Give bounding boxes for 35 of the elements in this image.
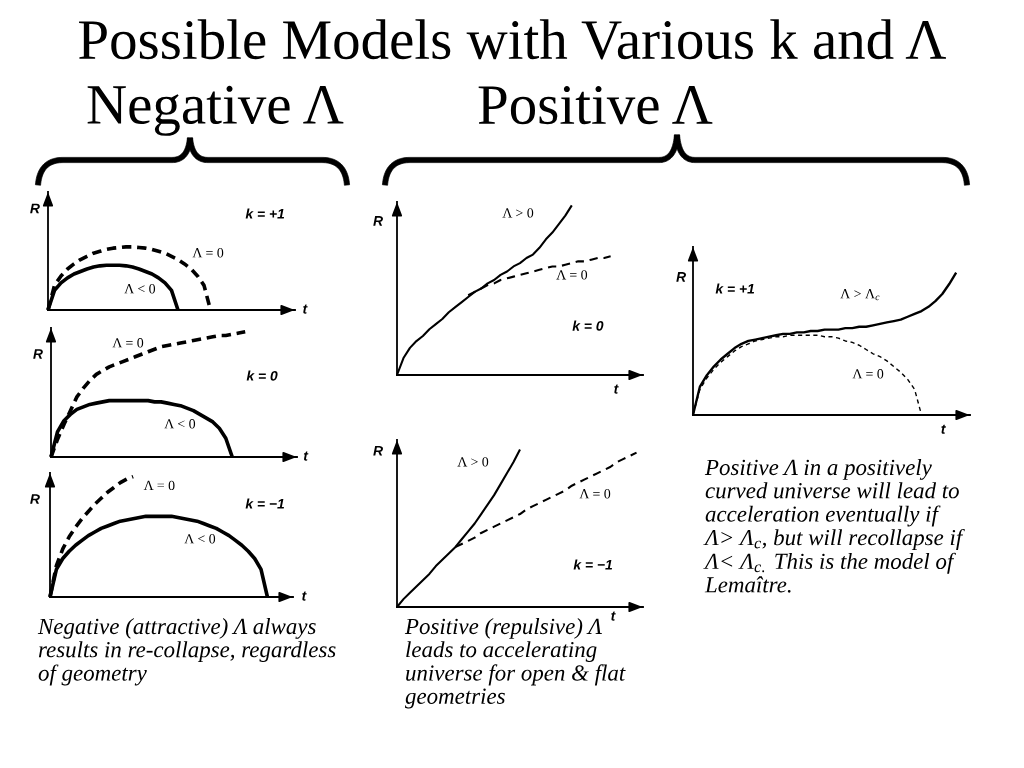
series-label: Λ > 0 [502, 208, 534, 218]
series-label: Λ > 0 [457, 457, 489, 467]
text: Negative (attractive) Λ always results in re-collapse, regardless of geometry [37, 618, 336, 686]
y-axis-title: R [30, 494, 40, 504]
series-label: Λ = 0 [556, 270, 588, 280]
series-label: Λ = 0 [192, 248, 224, 258]
text: Negative Λ [87, 85, 344, 136]
x-axis-title: t [614, 384, 619, 394]
series-label: Λ > Λ$_{c}$ [840, 289, 880, 301]
text: Positive Λ in a positively curved universe will lead to acceleration eventually if Λ> Λ$_{c}$, but will recollapse if Λ< Λ$_{c.}$ This is the model of Lemaître. [703, 459, 965, 593]
annotation: k = +1 [715, 283, 755, 294]
text: Positive Λ [478, 85, 713, 125]
x-axis-title: t [941, 424, 946, 434]
y-axis-title: R [373, 446, 383, 456]
annotation: k = −1 [245, 498, 284, 509]
x-axis-title: t [611, 611, 616, 621]
series-label: Λ < 0 [124, 284, 156, 294]
annotation: k = 0 [572, 320, 604, 331]
series-label: Λ = 0 [143, 480, 175, 491]
text: k = +1 [245, 208, 285, 219]
series-label: Λ < 0 [164, 419, 196, 429]
y-axis-title: R [30, 203, 40, 214]
annotation: k = −1 [573, 559, 613, 570]
x-axis-title: t [303, 451, 309, 461]
x-axis-title: t [302, 591, 307, 601]
y-axis-title: R [33, 349, 43, 359]
y-axis-title: R [676, 272, 687, 282]
x-axis-title: t [303, 304, 308, 314]
series-label: Λ = 0 [579, 489, 611, 499]
annotation: k = 0 [246, 370, 278, 381]
series-label: Λ = 0 [112, 338, 144, 348]
y-axis-title: R [373, 216, 383, 226]
series-label: Λ < 0 [184, 534, 216, 544]
series-label: Λ = 0 [852, 369, 884, 379]
text: Possible Models with Various k and Λ [79, 19, 946, 60]
